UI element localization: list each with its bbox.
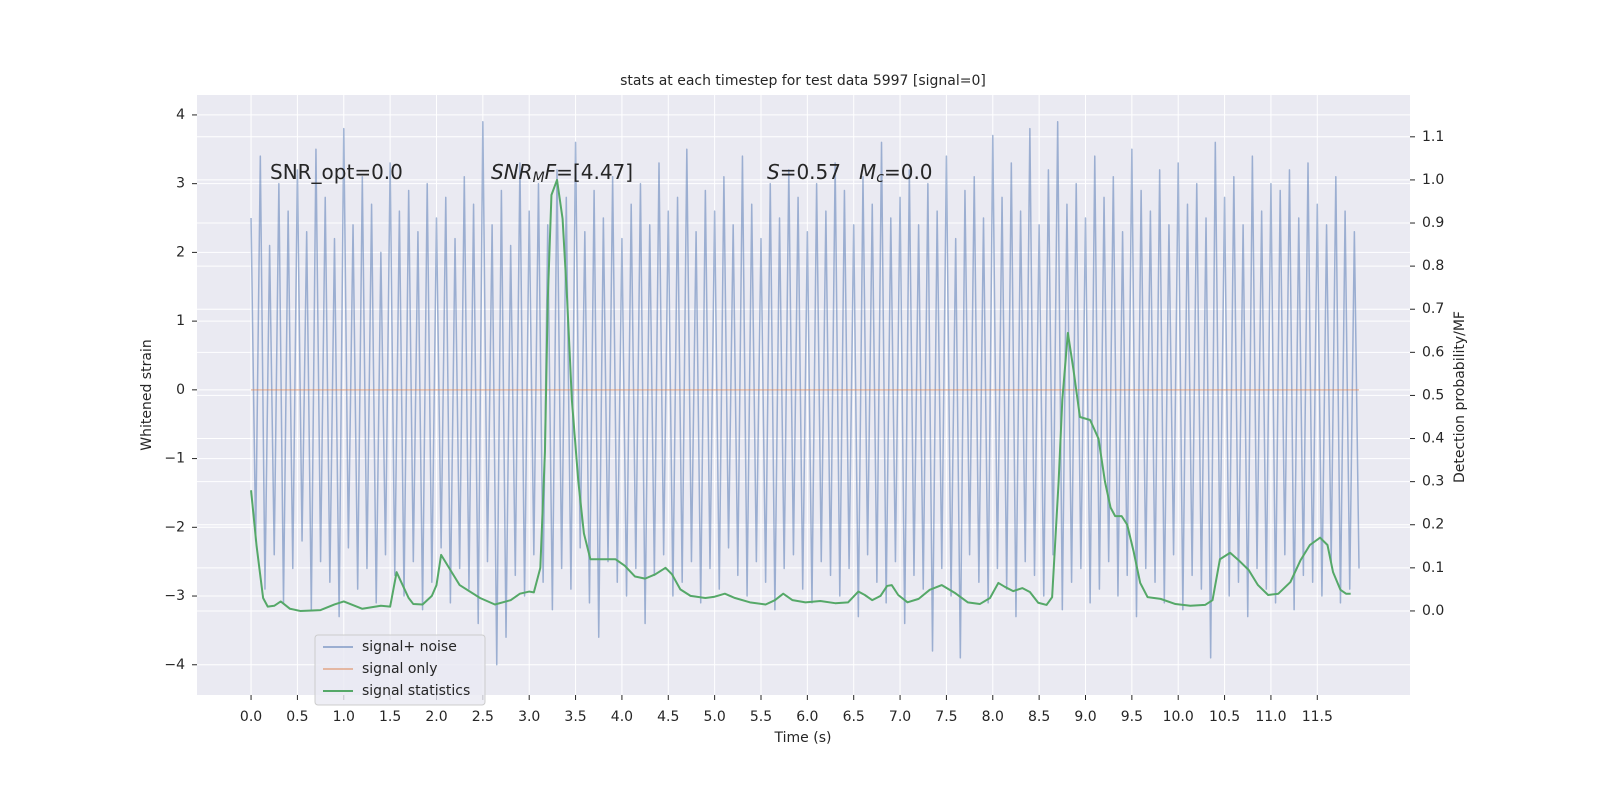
x-tick-label: 1.0 — [333, 709, 355, 725]
chart-title: stats at each timestep for test data 599… — [620, 73, 986, 89]
x-tick-label: 0.0 — [240, 709, 262, 725]
x-tick-label: 5.0 — [703, 709, 725, 725]
legend-label: signal+ noise — [362, 639, 457, 655]
legend-box — [314, 634, 486, 706]
x-tick-label: 2.5 — [472, 709, 494, 725]
x-tick-label: 5.5 — [750, 709, 772, 725]
x-tick-label: 4.0 — [611, 709, 633, 725]
y-tick-label: 2 — [176, 244, 185, 260]
y2-tick-label: 0.5 — [1422, 387, 1444, 403]
y2-tick-label: 0.2 — [1422, 517, 1444, 533]
x-tick-label: 10.0 — [1163, 709, 1194, 725]
series-line — [250, 178, 1351, 612]
y-tick-label: −4 — [164, 657, 185, 673]
y-tick-label: −1 — [164, 451, 185, 467]
x-tick-label: 3.0 — [518, 709, 540, 725]
x-axis-label: Time (s) — [774, 730, 832, 746]
y2-tick-label: 0.3 — [1422, 474, 1444, 490]
annotation: SNRMF=[4.47] — [491, 160, 633, 187]
x-tick-label: 9.0 — [1074, 709, 1096, 725]
annotation: Mc=0.0 — [859, 160, 933, 187]
x-tick-label: 6.5 — [843, 709, 865, 725]
annotation-part: F — [545, 160, 557, 184]
annotation-part: =0.57 — [780, 160, 841, 184]
x-tick-label: 7.5 — [935, 709, 957, 725]
y-tick-label: −2 — [164, 519, 185, 535]
x-tick-label: 10.5 — [1209, 709, 1240, 725]
x-tick-label: 11.0 — [1255, 709, 1286, 725]
x-tick-label: 6.0 — [796, 709, 818, 725]
x-tick-label: 11.5 — [1302, 709, 1333, 725]
y-axis-label: Whitened strain — [139, 339, 155, 450]
y2-tick-label: 1.1 — [1422, 129, 1444, 145]
legend-label: signal statistics — [362, 683, 470, 699]
x-tick-label: 1.5 — [379, 709, 401, 725]
y-tick-label: 3 — [176, 176, 185, 192]
x-tick-label: 3.5 — [564, 709, 586, 725]
annotation-part: SNR_opt=0.0 — [270, 160, 403, 184]
x-tick-label: 2.0 — [425, 709, 447, 725]
y2-tick-label: 0.7 — [1422, 301, 1444, 317]
annotation: S=0.57 — [767, 160, 841, 184]
annotation-part: =[4.47] — [556, 160, 633, 184]
y-tick-label: 0 — [176, 382, 185, 398]
y2-tick-label: 1.0 — [1422, 172, 1444, 188]
annotation-part: M — [533, 170, 545, 186]
y-tick-label: 4 — [176, 107, 185, 123]
annotation-part: =0.0 — [884, 160, 933, 184]
x-tick-label: 8.0 — [982, 709, 1004, 725]
y2-tick-label: 0.4 — [1422, 431, 1444, 447]
y-tick-label: −3 — [164, 588, 185, 604]
y2-tick-label: 0.9 — [1422, 215, 1444, 231]
x-tick-label: 7.0 — [889, 709, 911, 725]
x-tick-label: 8.5 — [1028, 709, 1050, 725]
annotation-part: SNR — [491, 160, 533, 184]
y-tick-label: 1 — [176, 313, 185, 329]
y2-tick-label: 0.0 — [1422, 603, 1444, 619]
x-tick-label: 0.5 — [286, 709, 308, 725]
series-line — [250, 121, 1360, 666]
x-tick-label: 4.5 — [657, 709, 679, 725]
y2-tick-label: 0.1 — [1422, 560, 1444, 576]
annotation-part: c — [876, 170, 884, 186]
y2-tick-label: 0.8 — [1422, 258, 1444, 274]
annotation-part: S — [767, 160, 780, 184]
x-tick-label: 9.5 — [1121, 709, 1143, 725]
legend-label: signal only — [362, 661, 437, 677]
y2-tick-label: 0.6 — [1422, 344, 1444, 360]
annotation-part: M — [859, 160, 876, 184]
annotation: SNR_opt=0.0 — [270, 160, 403, 184]
y2-axis-label: Detection probability/MF — [1452, 311, 1468, 483]
